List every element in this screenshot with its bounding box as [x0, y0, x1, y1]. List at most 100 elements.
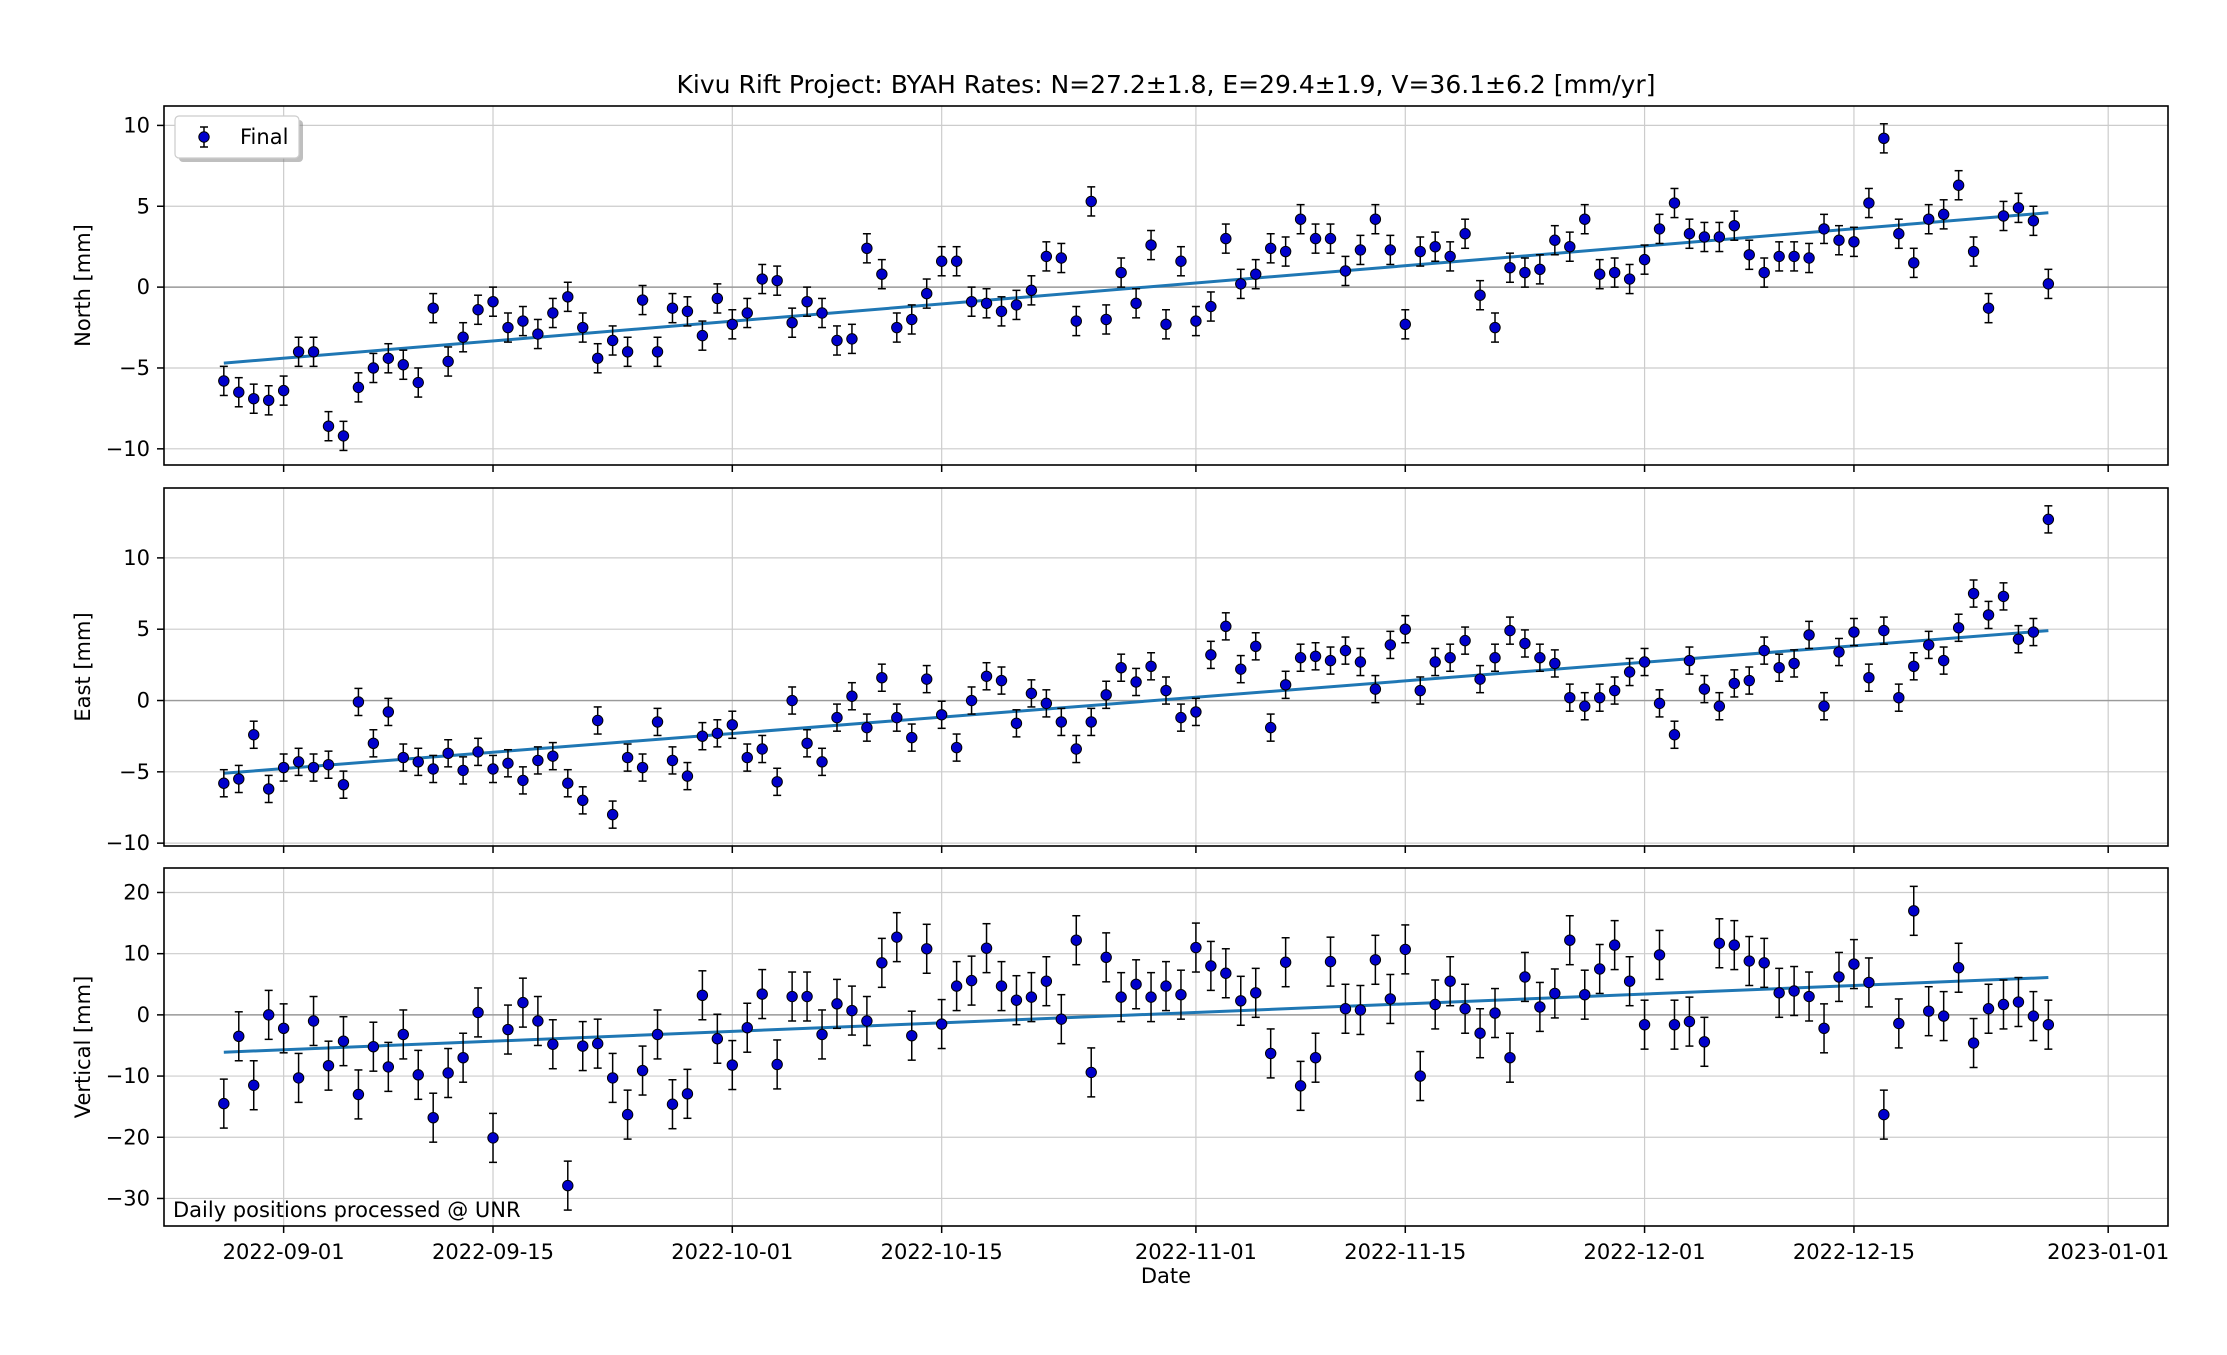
data-marker: [1279, 679, 1292, 691]
data-marker: [1085, 195, 1097, 208]
data-point: [1623, 955, 1636, 1007]
data-marker: [2027, 215, 2040, 227]
data-marker: [1414, 684, 1426, 697]
data-point: [1773, 967, 1785, 1019]
data-point: [547, 741, 559, 771]
data-marker: [771, 274, 783, 287]
data-point: [1594, 258, 1606, 290]
data-marker: [1937, 654, 1950, 667]
y-axis-label: Vertical [mm]: [71, 976, 95, 1119]
data-marker: [1698, 231, 1711, 243]
data-point: [1848, 938, 1860, 990]
data-point: [1504, 1032, 1516, 1083]
data-marker: [786, 694, 798, 707]
data-point: [1100, 304, 1112, 335]
data-point: [1384, 630, 1397, 660]
data-marker: [1818, 223, 1830, 235]
data-marker: [367, 737, 380, 750]
data-marker: [756, 743, 768, 755]
data-marker: [1564, 934, 1576, 946]
data-point: [965, 955, 978, 1006]
data-point: [965, 686, 978, 715]
data-marker: [547, 307, 559, 319]
data-marker: [1354, 656, 1367, 668]
data-marker: [1294, 1080, 1307, 1092]
legend: Final: [174, 115, 303, 162]
data-marker: [741, 751, 753, 764]
data-marker: [292, 756, 305, 768]
data-point: [577, 786, 589, 815]
data-point: [1025, 679, 1038, 708]
data-point: [1683, 996, 1696, 1047]
legend-label: Final: [240, 125, 288, 149]
data-point: [1803, 971, 1815, 1022]
x-tick-label: 2023-01-01: [2047, 1240, 2169, 1264]
data-point: [831, 703, 843, 732]
data-marker: [517, 774, 529, 787]
x-tick-label: 2022-10-15: [881, 1240, 1003, 1264]
data-point: [367, 729, 380, 758]
data-marker: [1429, 240, 1441, 253]
data-point: [2042, 505, 2055, 534]
data-point: [771, 1039, 783, 1090]
data-point: [1594, 683, 1606, 712]
data-point: [1818, 691, 1830, 721]
data-point: [1010, 289, 1023, 321]
data-point: [696, 721, 709, 751]
data-marker: [1982, 302, 1995, 314]
data-marker: [322, 420, 335, 432]
data-point: [891, 312, 903, 343]
y-tick-label: −10: [106, 437, 150, 461]
data-marker: [502, 321, 514, 334]
data-point: [1459, 983, 1471, 1034]
data-marker: [1369, 683, 1382, 695]
data-marker: [562, 777, 574, 789]
data-marker: [1489, 652, 1501, 664]
data-point: [1549, 649, 1561, 678]
data-point: [1743, 935, 1755, 987]
data-point: [1294, 643, 1307, 673]
data-point: [1668, 999, 1681, 1050]
data-point: [2042, 999, 2055, 1050]
data-marker: [1489, 321, 1501, 334]
data-point: [1235, 268, 1247, 300]
data-marker: [427, 302, 439, 314]
data-marker: [592, 714, 604, 727]
data-marker: [397, 359, 409, 371]
data-marker: [980, 670, 993, 682]
data-marker: [2042, 513, 2055, 526]
data-point: [1863, 187, 1875, 219]
data-point: [1190, 697, 1202, 727]
data-marker: [681, 1088, 694, 1100]
data-point: [1788, 965, 1800, 1017]
data-point: [262, 385, 275, 416]
data-point: [606, 800, 619, 829]
data-point: [517, 766, 529, 795]
data-marker: [950, 741, 963, 754]
data-marker: [1250, 640, 1262, 653]
data-marker: [442, 1067, 454, 1079]
data-point: [1623, 657, 1636, 687]
data-marker: [1220, 620, 1232, 633]
data-marker: [935, 709, 948, 721]
data-marker: [1818, 1022, 1830, 1035]
data-marker: [921, 287, 933, 300]
data-point: [1190, 305, 1202, 337]
data-marker: [547, 1038, 559, 1050]
data-point: [1459, 626, 1471, 655]
data-marker: [1489, 1007, 1501, 1019]
data-marker: [756, 273, 768, 285]
data-marker: [801, 737, 813, 750]
data-marker: [1205, 960, 1217, 972]
data-marker: [218, 1097, 230, 1110]
data-point: [532, 318, 544, 350]
data-marker: [1279, 956, 1292, 968]
data-point: [1429, 231, 1441, 262]
data-marker: [233, 1030, 245, 1042]
data-point: [2027, 990, 2040, 1042]
data-marker: [1728, 677, 1740, 690]
data-marker: [1130, 978, 1142, 990]
data-marker: [352, 381, 365, 394]
data-point: [1055, 993, 1068, 1045]
data-point: [1803, 620, 1815, 650]
